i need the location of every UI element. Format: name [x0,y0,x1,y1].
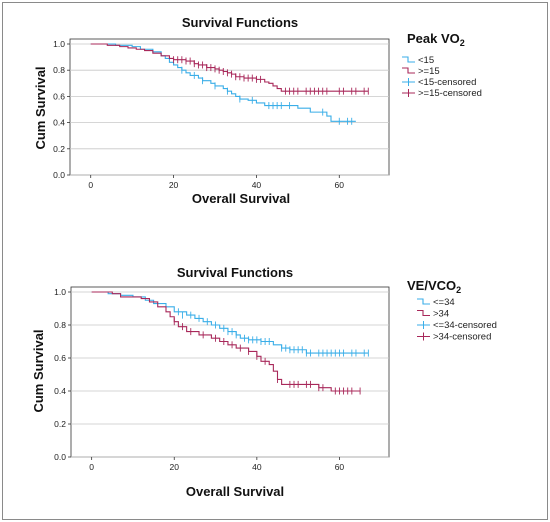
y-tick-label: 1.0 [53,39,65,49]
x-axis-label: Overall Survival [192,191,290,206]
y-tick-label: 0.4 [53,118,65,128]
plot-frame [69,38,390,176]
x-tick-label: 20 [169,180,179,190]
legend-swatch-step [402,67,415,74]
y-tick-label: 0.4 [54,386,66,396]
x-tick-label: 60 [335,180,345,190]
x-tick-label: 40 [252,180,262,190]
x-tick-label: 60 [335,462,345,472]
legend-title: Peak VO2 [407,31,465,48]
x-axis-label: Overall Survival [186,484,284,499]
x-tick-label: 40 [252,462,262,472]
y-tick-label: 0.2 [53,144,65,154]
legend: Peak VO2 <15>=15<15-censored>=15-censore… [402,31,482,99]
legend-swatch-step [417,298,430,305]
chart-title: Survival Functions [177,265,293,280]
legend-label: >=15 [418,66,440,77]
plot-area: 0.0 0.2 0.4 0.6 0.8 1.0 0 20 40 60 [54,286,390,472]
y-tick-label: 0.0 [54,452,66,462]
chart-panel-peak-vo2: Survival Functions Cum Survival Overall … [33,15,482,206]
x-tick-label: 0 [89,462,94,472]
survival-curve-<15 [90,43,356,122]
x-tick-label: 20 [170,462,180,472]
legend-label: <=34-censored [433,320,497,331]
y-tick-label: 0.6 [53,91,65,101]
legend-label: <=34 [433,297,455,308]
survival-curve->34 [91,291,361,392]
y-tick-label: 0.8 [53,65,65,75]
chart-panel-ve-vco2: Survival Functions Cum Survival Overall … [31,265,497,499]
legend-label: <15-censored [418,77,476,88]
plot-area: 0.0 0.2 0.4 0.6 0.8 1.0 0 20 40 60 [53,38,390,190]
legend-label: <15 [418,55,434,66]
y-tick-label: 0.6 [54,353,66,363]
y-tick-label: 0.2 [54,419,66,429]
legend-label: >34-censored [433,332,491,343]
legend: VE/VCO2 <=34>34<=34-censored>34-censored [407,278,497,343]
legend-swatch-step [402,56,415,63]
survival-curve->=15 [90,43,369,92]
y-tick-label: 1.0 [54,287,66,297]
x-tick-label: 0 [88,180,93,190]
y-tick-label: 0.0 [53,170,65,180]
legend-label: >=15-censored [418,88,482,99]
y-axis-label: Cum Survival [31,329,46,412]
y-axis-label: Cum Survival [33,66,48,149]
plot-frame [70,286,390,458]
legend-swatch-step [417,309,430,317]
survival-curve-<=34 [91,291,369,354]
y-tick-label: 0.8 [54,320,66,330]
legend-title: VE/VCO2 [407,278,461,295]
chart-title: Survival Functions [182,15,298,30]
legend-label: >34 [433,309,449,320]
